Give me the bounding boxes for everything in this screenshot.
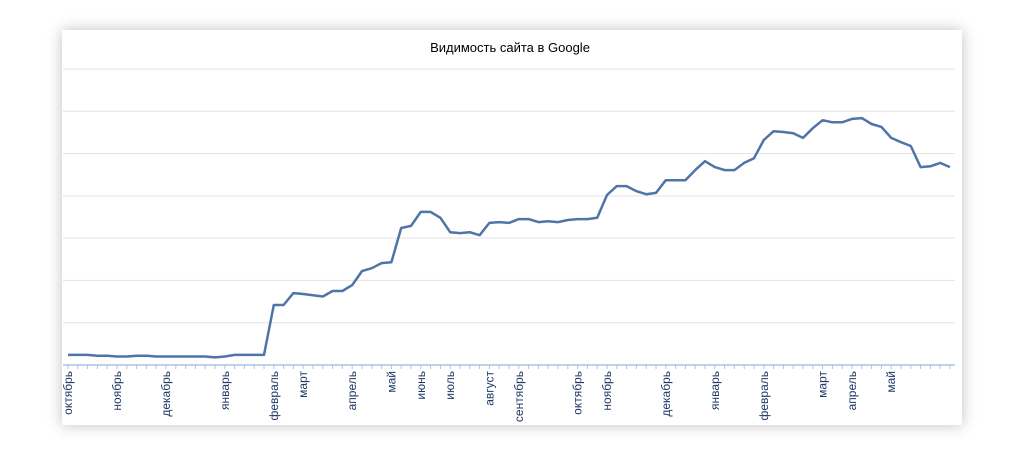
x-tick-label: апрель bbox=[345, 371, 359, 410]
x-tick-label: ноябрь bbox=[110, 371, 124, 411]
x-tick-label: сентябрь bbox=[512, 371, 526, 422]
chart-card bbox=[62, 30, 962, 425]
x-tick-label: апрель bbox=[845, 371, 859, 410]
x-tick-label: декабрь bbox=[659, 371, 673, 417]
x-tick-label: июль bbox=[443, 371, 457, 400]
x-tick-label: июнь bbox=[414, 371, 428, 400]
x-tick-label: ноябрь bbox=[600, 371, 614, 411]
x-tick-label: февраль bbox=[267, 371, 281, 421]
x-tick-label: май bbox=[384, 371, 398, 393]
x-tick-label: январь bbox=[218, 371, 232, 410]
chart-title: Видимость сайта в Google bbox=[430, 40, 590, 55]
x-tick-label: декабрь bbox=[159, 371, 173, 417]
x-tick-label: октябрь bbox=[571, 371, 585, 415]
series-line bbox=[68, 116, 951, 359]
x-tick-label: август bbox=[482, 371, 496, 406]
x-tick-label: октябрь bbox=[61, 371, 75, 415]
x-tick-label: март bbox=[816, 371, 830, 398]
x-tick-label: март bbox=[296, 371, 310, 398]
x-tick-label: май bbox=[884, 371, 898, 393]
x-tick-label: февраль bbox=[757, 371, 771, 421]
x-tick-label: январь bbox=[708, 371, 722, 410]
